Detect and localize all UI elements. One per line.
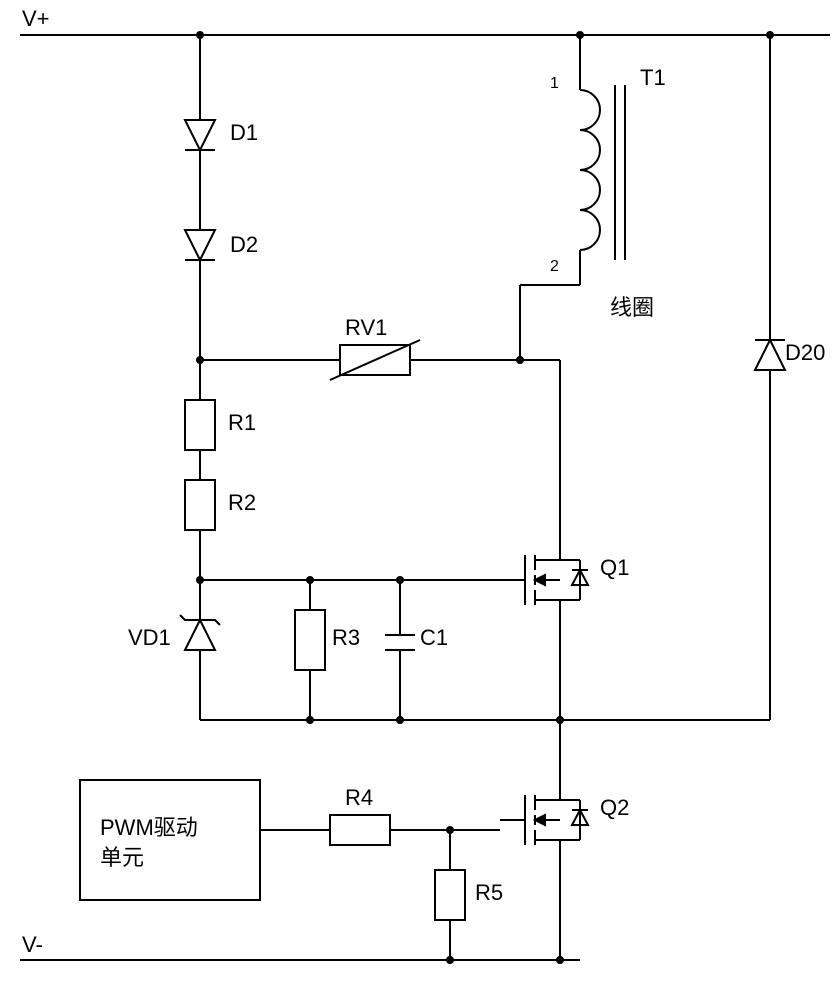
coil-term-2: 2	[550, 258, 559, 276]
rail-vplus: V+	[22, 6, 50, 32]
label-r3: R3	[332, 625, 360, 651]
label-r1: R1	[228, 410, 256, 436]
label-r2: R2	[228, 490, 256, 516]
pwm-line2: 单元	[100, 840, 144, 872]
pwm-line1: PWM驱动	[100, 810, 198, 842]
label-d20: D20	[785, 340, 825, 366]
label-d2: D2	[230, 232, 258, 258]
label-q2: Q2	[600, 795, 629, 821]
label-c1: C1	[420, 625, 448, 651]
label-vd1: VD1	[128, 625, 171, 651]
label-t1: T1	[640, 65, 666, 91]
label-r5: R5	[475, 880, 503, 906]
label-q1: Q1	[600, 555, 629, 581]
label-rv1: RV1	[345, 315, 387, 341]
coil-label: 线圈	[610, 290, 654, 322]
label-d1: D1	[230, 120, 258, 146]
coil-term-1: 1	[550, 75, 559, 93]
label-r4: R4	[345, 785, 373, 811]
rail-vminus: V-	[22, 932, 43, 958]
